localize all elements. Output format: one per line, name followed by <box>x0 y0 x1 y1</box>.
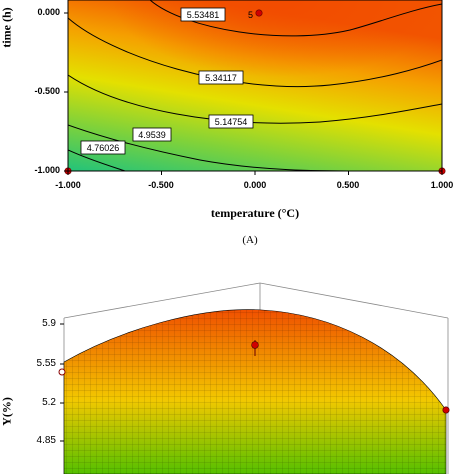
contour-line-5-14754 <box>68 74 442 124</box>
contour-label-5-53481: 5.53481 <box>180 7 226 22</box>
contour-plot-area <box>68 0 442 171</box>
design-point-center <box>255 9 263 17</box>
contour-label-text: 4.9539 <box>138 130 166 140</box>
x-tick-label: -1.000 <box>55 180 81 190</box>
z-tick-label: 5.55 <box>36 358 56 369</box>
z-tick-label: 5.9 <box>42 318 56 329</box>
contour-label-text: 5.14754 <box>215 117 248 127</box>
y-tick-label: 0.000 <box>37 7 60 17</box>
x-tick-label: -0.500 <box>148 180 174 190</box>
z-tick-label: 5.2 <box>42 397 56 408</box>
y-tick-marks <box>64 12 68 172</box>
x-tick-label: 0.500 <box>336 180 360 190</box>
z-axis-label: Y(%) <box>0 397 14 426</box>
contour-line-5-34117 <box>68 17 442 88</box>
center-point-count: 5 <box>248 10 253 20</box>
contour-label-5-34117: 5.34117 <box>198 70 244 85</box>
surface-point-center <box>251 341 259 349</box>
contour-label-4-9539: 4.9539 <box>132 127 172 142</box>
surface-plot <box>58 282 450 474</box>
y-axis-label: time (h) <box>0 0 15 63</box>
y-tick-label: -1.000 <box>34 165 60 175</box>
contour-label-text: 4.76026 <box>87 143 120 153</box>
x-tick-label: 1.000 <box>430 180 454 190</box>
contour-label-4-76026: 4.76026 <box>80 140 126 155</box>
contour-label-text: 5.53481 <box>187 10 220 20</box>
contour-label-text: 5.34117 <box>205 73 237 83</box>
y-axis-label-text: time (h) <box>0 7 14 48</box>
x-axis-label: temperature (°C) <box>210 206 300 220</box>
x-tick-marks <box>67 171 443 175</box>
contour-label-5-14754: 5.14754 <box>208 114 254 129</box>
z-tick-marks <box>60 323 64 442</box>
surface-point-left <box>58 368 66 376</box>
z-tick-label: 4.85 <box>36 435 56 446</box>
contour-line-4-76026 <box>68 149 126 171</box>
y-tick-label: -0.500 <box>34 86 60 96</box>
panel-a-caption: (A) <box>242 234 258 246</box>
x-tick-label: 0.000 <box>243 180 267 190</box>
surface-point-right <box>442 406 450 414</box>
surface-design-points <box>58 340 450 414</box>
contour-labels: 5.53481 5.34117 5.14754 4.9539 4.76026 <box>80 7 254 155</box>
